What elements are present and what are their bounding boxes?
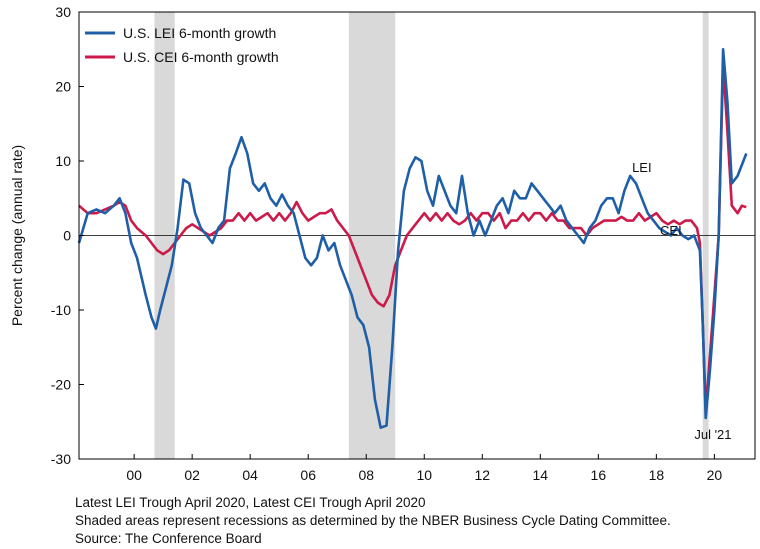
y-tick-label: 30 bbox=[55, 4, 71, 20]
annotation-0: LEI bbox=[632, 160, 652, 175]
legend-label-lei: U.S. LEI 6-month growth bbox=[123, 25, 276, 41]
lei-series-line bbox=[77, 48, 748, 429]
x-tick-label: 00 bbox=[126, 467, 142, 483]
source-note: Source: The Conference Board bbox=[75, 531, 262, 546]
y-axis-title: Percent change (annual rate) bbox=[9, 145, 25, 326]
trough-note: Latest LEI Trough April 2020, Latest CEI… bbox=[75, 495, 426, 510]
annotation-1: CEI bbox=[660, 223, 682, 238]
x-tick-label: 04 bbox=[242, 467, 258, 483]
x-tick-label: 14 bbox=[533, 467, 549, 483]
x-tick-label: 08 bbox=[358, 467, 374, 483]
x-tick-label: 02 bbox=[184, 467, 200, 483]
x-tick-label: 16 bbox=[591, 467, 607, 483]
x-tick-label: 18 bbox=[649, 467, 665, 483]
series-lines bbox=[77, 48, 748, 429]
annotation-2: Jul '21 bbox=[694, 427, 731, 442]
y-tick-label: -10 bbox=[51, 302, 71, 318]
x-tick-label: 20 bbox=[707, 467, 723, 483]
footer-notes: Latest LEI Trough April 2020, Latest CEI… bbox=[75, 494, 671, 548]
x-tick-label: 06 bbox=[300, 467, 316, 483]
legend: U.S. LEI 6-month growth U.S. CEI 6-month… bbox=[85, 25, 279, 65]
annotations: LEI CEI Jul '21 bbox=[632, 160, 731, 442]
y-tick-label: 0 bbox=[63, 228, 71, 244]
y-tick-label: 20 bbox=[55, 79, 71, 95]
recession-note: Shaded areas represent recessions as det… bbox=[75, 513, 671, 528]
legend-label-cei: U.S. CEI 6-month growth bbox=[123, 49, 279, 65]
y-tick-label: -30 bbox=[51, 451, 71, 467]
x-tick-label: 12 bbox=[474, 467, 490, 483]
y-tick-label: 10 bbox=[55, 153, 71, 169]
y-axis: 30 20 10 0 -10 -20 -30 bbox=[51, 4, 84, 467]
x-tick-label: 10 bbox=[416, 467, 432, 483]
y-tick-label: -20 bbox=[51, 377, 71, 393]
cei-series-line bbox=[78, 62, 747, 412]
x-axis: 00 02 04 06 08 10 12 14 16 18 20 bbox=[126, 454, 722, 483]
